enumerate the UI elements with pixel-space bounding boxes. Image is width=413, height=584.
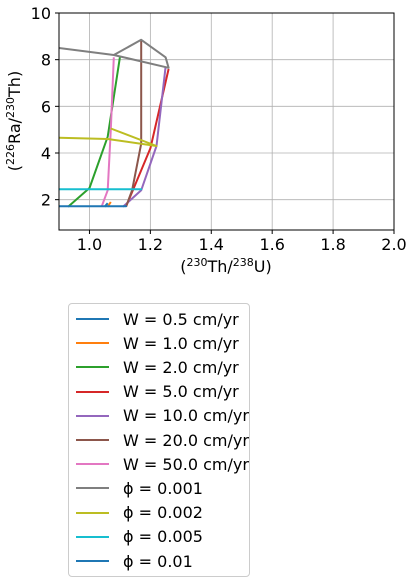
chart: 1.0 1.2 1.4 1.6 1.8 2.0 2 4 6 8 10 (230Th/238U) (2…: [4, 4, 407, 276]
legend-swatch: [76, 390, 109, 393]
legend-label: ϕ = 0.001: [123, 478, 203, 498]
x-tick-label: 1.4: [199, 235, 224, 254]
y-tick-label: 4: [41, 144, 51, 163]
legend-swatch: [76, 366, 109, 369]
x-tick-label: 1.2: [138, 235, 163, 254]
legend-item: W = 1.0 cm/yr: [69, 332, 239, 354]
plot-frame: [58, 12, 395, 231]
x-tick-label: 1.0: [77, 235, 102, 254]
legend-item: W = 5.0 cm/yr: [69, 381, 239, 403]
series-line-8: [59, 127, 158, 147]
ticks: 1.0 1.2 1.4 1.6 1.8 2.0 2 4 6 8 10: [31, 4, 407, 254]
x-tick-label: 1.6: [259, 235, 284, 254]
legend-label: W = 2.0 cm/yr: [123, 357, 239, 377]
y-tick-label: 8: [41, 51, 51, 70]
legend-item: ϕ = 0.01: [69, 550, 193, 572]
x-tick-label: 2.0: [381, 235, 406, 254]
series-line-7: [59, 38, 170, 69]
legend-swatch: [76, 535, 109, 538]
x-axis-label: (230Th/238U): [180, 256, 272, 276]
y-axis-label: (226Ra/230Th): [4, 71, 24, 171]
legend-item: W = 2.0 cm/yr: [69, 356, 239, 378]
legend-label: W = 50.0 cm/yr: [123, 454, 249, 474]
x-tick-label: 1.8: [320, 235, 345, 254]
legend-label: ϕ = 0.002: [123, 503, 203, 523]
legend-item: W = 50.0 cm/yr: [69, 453, 249, 475]
series-line-5: [125, 41, 143, 208]
y-tick-label: 2: [41, 191, 51, 210]
legend-swatch: [76, 511, 109, 514]
legend-label: W = 0.5 cm/yr: [123, 309, 239, 329]
legend-swatch: [76, 560, 109, 562]
legend-label: ϕ = 0.005: [123, 527, 203, 547]
legend: W = 0.5 cm/yr W = 1.0 cm/yr W = 2.0 cm/yr W…: [68, 303, 250, 577]
legend-item: W = 0.5 cm/yr: [69, 308, 239, 330]
legend-item: ϕ = 0.005: [69, 526, 203, 548]
legend-swatch: [76, 342, 109, 345]
legend-swatch: [76, 439, 109, 441]
series-line-6: [100, 57, 115, 208]
legend-label: ϕ = 0.01: [123, 551, 193, 571]
legend-swatch: [76, 463, 109, 466]
y-tick-label: 10: [31, 4, 51, 23]
legend-item: W = 20.0 cm/yr: [69, 429, 249, 451]
legend-swatch: [76, 487, 109, 490]
series-line-2: [67, 57, 121, 208]
legend-item: ϕ = 0.002: [69, 502, 203, 524]
legend-label: W = 5.0 cm/yr: [123, 382, 239, 402]
legend-item: W = 10.0 cm/yr: [69, 405, 249, 427]
legend-item: ϕ = 0.001: [69, 477, 203, 499]
legend-swatch: [76, 414, 109, 417]
y-tick-label: 6: [41, 97, 51, 116]
series-lines: [59, 38, 170, 208]
legend-label: W = 10.0 cm/yr: [123, 406, 249, 426]
legend-swatch: [76, 318, 109, 320]
legend-label: W = 1.0 cm/yr: [123, 333, 239, 353]
series-line-4: [122, 66, 167, 208]
legend-label: W = 20.0 cm/yr: [123, 430, 249, 450]
